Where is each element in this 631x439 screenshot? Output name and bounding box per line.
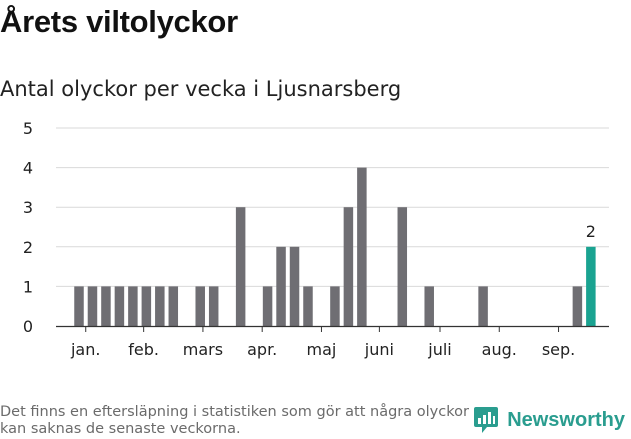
y-axis-ticks: 0 1 2 3 4 5	[23, 119, 33, 336]
bar	[114, 286, 125, 326]
bar	[289, 246, 300, 326]
x-tick-label: feb.	[128, 340, 159, 359]
bar	[397, 207, 408, 326]
bar	[424, 286, 434, 326]
bar	[155, 286, 165, 326]
newsworthy-logo-icon	[474, 407, 499, 433]
x-tick-label: maj	[307, 340, 337, 359]
bar	[101, 286, 111, 326]
bar	[357, 167, 367, 326]
bar-chart: 0 1 2 3 4 5 jan. feb. mars apr. maj juni juli aug. se…	[23, 119, 609, 359]
y-tick-label: 5	[23, 119, 33, 138]
x-axis: jan. feb. mars apr. maj juni juli aug. sep.	[56, 325, 609, 359]
bar	[330, 286, 340, 326]
bar	[168, 286, 179, 326]
y-tick-label: 2	[23, 238, 33, 257]
x-tick-label: juni	[364, 340, 394, 359]
bar	[128, 286, 138, 326]
brand-name: Newsworthy	[507, 408, 625, 431]
highlight-value-label: 2	[586, 222, 596, 241]
bar-highlight	[586, 246, 596, 326]
bar	[87, 286, 98, 326]
bar	[343, 207, 354, 326]
chart-subtitle: Antal olyckor per vecka i Ljusnarsberg	[0, 77, 402, 101]
chart-title: Årets viltolyckor	[0, 4, 238, 39]
x-tick-label: jan.	[70, 340, 100, 359]
x-tick-label: aug.	[482, 340, 517, 359]
bar	[572, 286, 583, 326]
bar	[141, 286, 152, 326]
x-tick-label: apr.	[247, 340, 277, 359]
brand: Newsworthy	[473, 406, 625, 434]
y-tick-label: 1	[23, 277, 33, 296]
bar	[262, 286, 273, 326]
bar	[276, 246, 286, 326]
bar	[208, 286, 219, 326]
y-tick-label: 0	[23, 317, 33, 336]
gridlines	[56, 127, 609, 287]
bar	[235, 207, 246, 326]
bar	[74, 286, 84, 326]
bar	[478, 286, 488, 326]
y-tick-label: 4	[23, 159, 33, 178]
value-labels: 2	[586, 222, 596, 241]
y-tick-label: 3	[23, 198, 33, 217]
bar	[303, 286, 313, 326]
x-tick-label: sep.	[542, 340, 575, 359]
x-tick-label: juli	[427, 340, 451, 359]
footnote: Det finns en eftersläpning i statistiken…	[0, 404, 469, 437]
bars	[74, 167, 596, 326]
bar	[195, 286, 205, 326]
x-tick-label: mars	[183, 340, 223, 359]
